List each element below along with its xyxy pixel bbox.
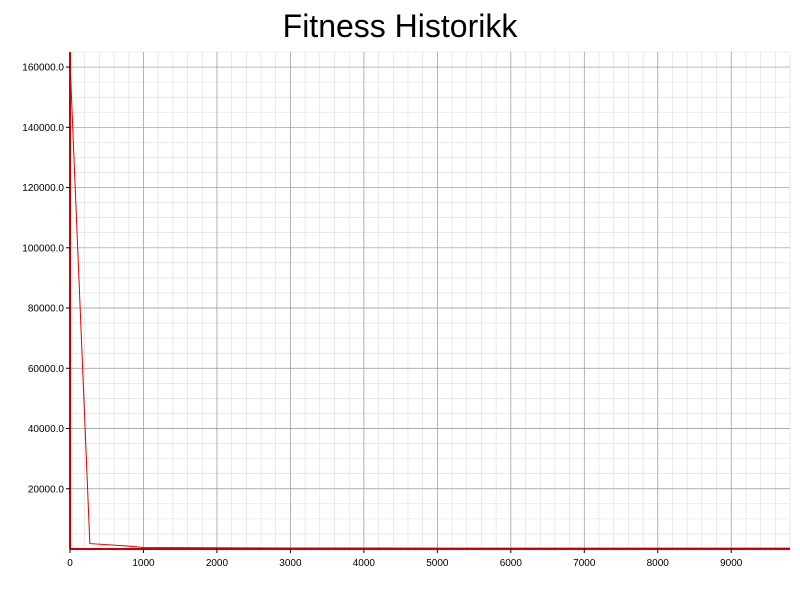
y-tick-labels: 20000.0 40000.0 60000.0 80000.0 100000.0 1200… — [22, 63, 64, 496]
series-layer — [69, 61, 790, 549]
x-tick-label: 4000 — [353, 558, 376, 569]
x-tick-label: 5000 — [426, 558, 449, 569]
y-tick-label: 60000.0 — [28, 364, 65, 375]
x-tick-label: 2000 — [206, 558, 229, 569]
y-tick-label: 140000.0 — [22, 123, 64, 134]
x-tick-label: 9000 — [720, 558, 743, 569]
minor-grid — [69, 51, 791, 550]
y-tick-label: 100000.0 — [22, 243, 64, 254]
x-tick-label: 3000 — [279, 558, 302, 569]
y-tick-label: 20000.0 — [28, 484, 65, 495]
chart-title: Fitness Historikk — [282, 8, 518, 44]
y-tick-label: 160000.0 — [22, 63, 64, 74]
major-grid — [69, 52, 790, 549]
y-tick-label: 120000.0 — [22, 183, 64, 194]
series-line-0 — [69, 61, 790, 549]
x-tick-label: 6000 — [500, 558, 523, 569]
x-tick-label: 8000 — [647, 558, 670, 569]
x-tick-labels: 0 1000 2000 3000 4000 5000 6000 7000 8000 9000 — [67, 558, 743, 569]
x-tick-label: 1000 — [132, 558, 155, 569]
axes-layer — [66, 52, 790, 553]
y-tick-label: 40000.0 — [28, 424, 65, 435]
x-tick-label: 7000 — [573, 558, 596, 569]
x-tick-label: 0 — [67, 558, 73, 569]
y-tick-label: 80000.0 — [28, 304, 65, 315]
